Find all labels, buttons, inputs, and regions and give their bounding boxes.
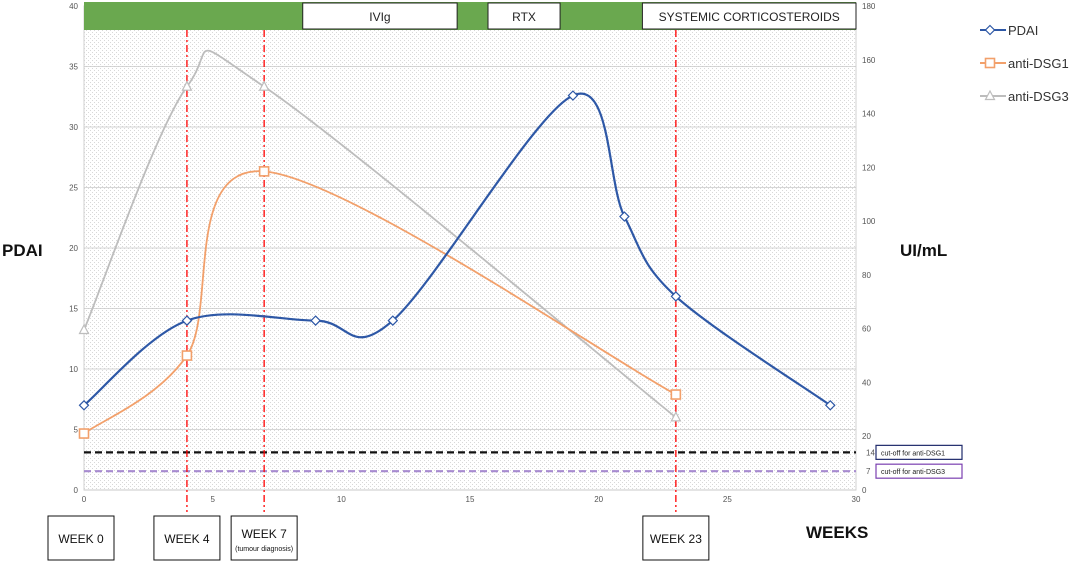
treatment-label: IVIg [369,10,390,24]
x-tick-label: 30 [852,495,861,504]
series-line-anti-dsg3 [83,49,677,419]
data-point-square [984,57,996,69]
data-point-diamond [310,315,321,326]
data-point-square [181,350,193,361]
week-box [230,515,298,561]
treatment-label: RTX [512,10,536,24]
x-tick-label: 20 [594,495,603,504]
treatment-box [641,2,857,30]
data-point-triangle [181,80,193,91]
data-point-square [670,389,682,400]
x-tick-label: 0 [82,495,87,504]
y-left-tick-label: 0 [74,486,79,495]
tick-layer: 0510152025303540020406080100120140160180… [69,2,876,504]
data-point-diamond [619,211,630,222]
data-point-square [78,428,90,439]
y-right-tick-label: 0 [862,486,867,495]
data-point-square [258,166,270,177]
cutoff-tick-label: 7 [866,467,871,476]
legend-entry-label: anti-DSG1 [1008,56,1069,71]
y-right-tick-label: 40 [862,378,871,387]
data-point-diamond [670,291,682,302]
y-left-tick-label: 35 [69,63,78,72]
data-point-triangle [670,411,682,422]
data-point-diamond [181,315,193,326]
series-line-pdai [83,92,831,407]
treatment-box [487,2,561,30]
week-markers: WEEK 0 WEEK 4 WEEK 7 (tumour diagnosis) WEEK… [47,515,710,561]
y-axis-right-title: UI/mL [900,241,947,260]
legend-entry-label: PDAI [1008,23,1038,38]
data-point-diamond [387,315,399,326]
week-vlines [186,30,677,512]
cutoff-tick-label: 14 [866,448,875,457]
data-point-triangle [78,323,90,335]
cutoff-layer: 14 cut-off for anti-DSG1 7 cut-off for anti… [84,444,963,479]
y-right-tick-label: 80 [862,271,871,280]
week-label: WEEK 23 [650,532,702,546]
y-right-tick-label: 120 [862,163,876,172]
week-label: WEEK 4 [164,532,210,546]
y-right-tick-label: 60 [862,325,871,334]
y-right-tick-label: 100 [862,217,876,226]
y-right-tick-label: 160 [862,56,876,65]
week-sublabel: (tumour diagnosis) [235,546,293,553]
week-box [642,515,710,561]
y-axis-left-title: PDAI [2,241,43,260]
data-point-diamond [824,399,836,411]
y-right-tick-label: 180 [862,2,876,11]
treatment-label: SYSTEMIC CORTICOSTEROIDS [659,10,840,24]
cutoff-label-box [875,463,963,479]
data-point-diamond [567,90,579,101]
x-axis-title: WEEKS [806,523,868,542]
data-point-diamond [984,24,996,36]
y-left-tick-label: 15 [69,305,78,314]
legend: PDAI anti-DSG1 anti-DSG3 [980,23,1069,104]
x-tick-label: 10 [337,495,346,504]
y-right-tick-label: 20 [862,432,871,441]
cutoff-label-box [875,444,963,460]
treatment-box [302,2,458,30]
cutoff-label: cut-off for anti-DSG3 [881,469,945,476]
week-label: WEEK 7 [241,527,287,541]
data-point-triangle [258,80,270,91]
week-box [153,515,221,561]
data-point-triangle [984,89,996,101]
x-tick-label: 15 [466,495,475,504]
week-label: WEEK 0 [58,532,104,546]
treatment-band: IVIg RTX SYSTEMIC CORTICOSTEROIDS [84,2,857,30]
data-point-diamond [78,399,90,411]
x-tick-label: 5 [210,495,215,504]
week-box [47,515,115,561]
legend-entry-label: anti-DSG3 [1008,89,1069,104]
y-left-tick-label: 30 [69,123,78,132]
y-left-tick-label: 20 [69,244,78,253]
y-left-tick-label: 25 [69,184,78,193]
series-layer [78,49,836,439]
series-line-anti-dsg1 [83,170,677,435]
cutoff-label: cut-off for anti-DSG1 [881,450,945,457]
y-left-tick-label: 10 [69,365,78,374]
x-tick-label: 25 [723,495,732,504]
y-left-tick-label: 5 [74,426,79,435]
y-right-tick-label: 140 [862,110,876,119]
y-left-tick-label: 40 [69,2,78,11]
